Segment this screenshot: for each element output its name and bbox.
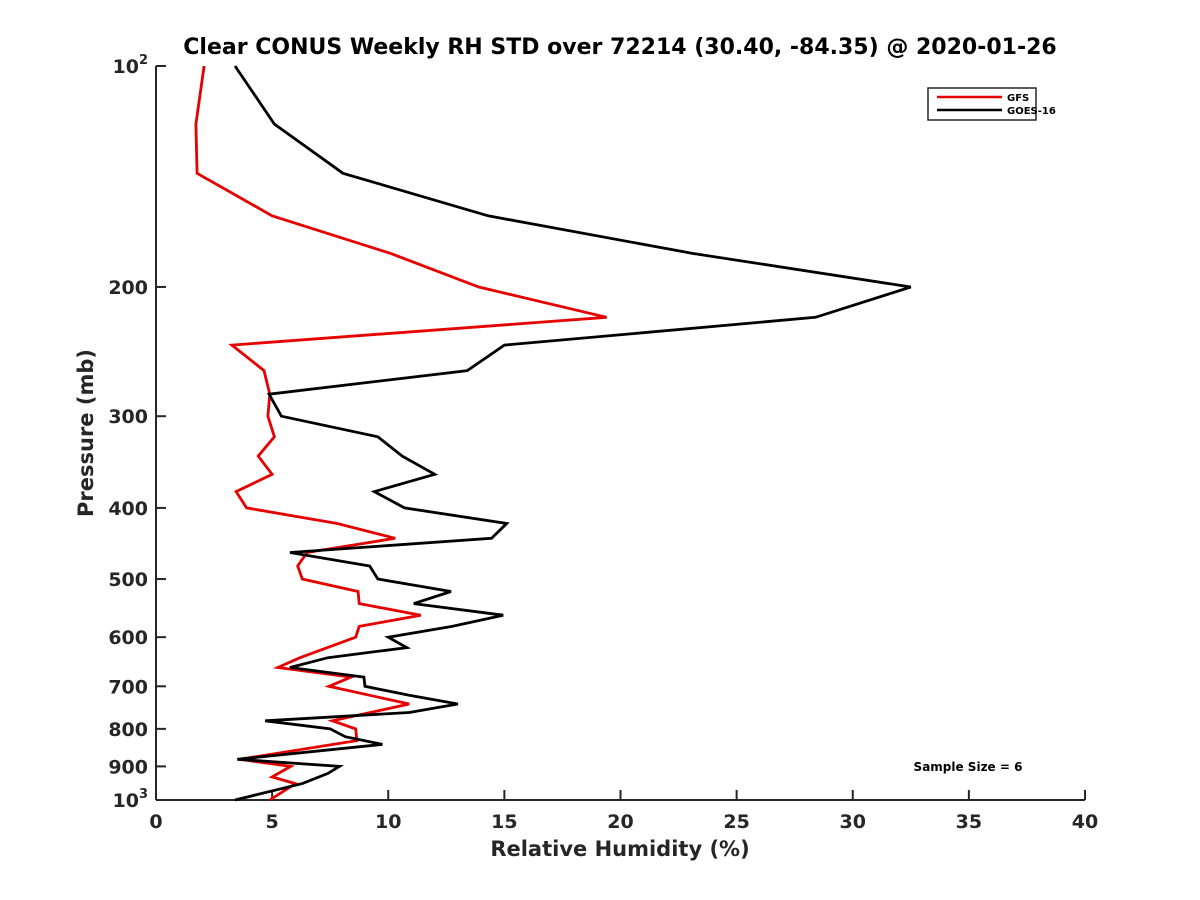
x-tick-label: 20 <box>607 811 633 833</box>
legend-label-gfs: GFS <box>1007 93 1029 104</box>
y-tick-label: 500 <box>108 569 148 591</box>
x-tick-label: 25 <box>723 811 749 833</box>
series-line-goes16 <box>233 65 912 802</box>
y-tick-label: 600 <box>108 627 148 649</box>
y-axis-label: Pressure (mb) <box>74 349 98 517</box>
x-ticks: 0 5 10 15 20 25 30 35 40 <box>149 790 1098 833</box>
y-tick-label: 200 <box>108 277 148 299</box>
sample-size-annotation: Sample Size = 6 <box>914 760 1023 774</box>
x-tick-label: 40 <box>1072 811 1098 833</box>
y-tick-label: 700 <box>108 676 148 698</box>
legend-box <box>927 87 1037 121</box>
y-tick-label: 800 <box>108 719 148 741</box>
y-tick-label: 400 <box>108 498 148 520</box>
y-tick-label: 900 <box>108 756 148 778</box>
legend: GFS GOES-16 <box>927 87 1056 121</box>
x-tick-label: 35 <box>956 811 982 833</box>
legend-label-goes16: GOES-16 <box>1007 106 1056 117</box>
x-tick-label: 0 <box>149 811 162 833</box>
x-tick-label: 5 <box>266 811 279 833</box>
x-tick-label: 15 <box>491 811 517 833</box>
y-tick-label: 103 <box>113 787 149 812</box>
series-layer <box>194 65 912 802</box>
axes: 0 5 10 15 20 25 30 35 40 102 200 300 400 500 600 700 80… <box>108 53 1098 833</box>
x-tick-label: 10 <box>375 811 401 833</box>
y-ticks: 102 200 300 400 500 600 700 800 900 103 <box>108 53 166 812</box>
chart-title: Clear CONUS Weekly RH STD over 72214 (30… <box>183 35 1056 60</box>
x-tick-label: 30 <box>840 811 866 833</box>
y-tick-label: 300 <box>108 406 148 428</box>
series-line-gfs <box>194 65 607 802</box>
x-axis-label: Relative Humidity (%) <box>490 837 749 861</box>
y-tick-label: 102 <box>113 53 149 78</box>
